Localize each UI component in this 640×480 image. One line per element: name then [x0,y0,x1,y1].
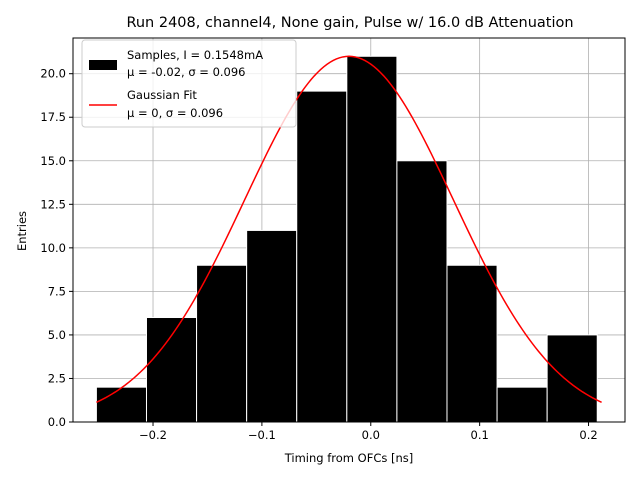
histogram-bar [95,386,147,423]
legend-fit-label-line1: Gaussian Fit [127,88,197,102]
histogram-bar [396,160,448,423]
histogram-bar [446,264,498,423]
x-axis-label: Timing from OFCs [ns] [284,451,414,465]
y-tick-label: 20.0 [40,67,66,81]
gaussian-fit-line [96,55,602,403]
chart-title: Run 2408, channel4, None gain, Pulse w/ … [126,15,573,31]
x-tick-label: 0.2 [579,428,597,442]
histogram-bar [246,229,298,423]
plot-frame [72,37,626,423]
y-tick-label: 5.0 [48,328,66,342]
histogram-bar [346,55,398,423]
y-axis-label: Entries [15,211,29,251]
x-tick-label: 0.1 [471,428,489,442]
histogram-bars [95,55,598,423]
y-tick-label: 10.0 [40,241,66,255]
histogram-bar [145,317,198,423]
y-tick-label: 7.5 [48,284,66,298]
legend-hist-label-line2: μ = -0.02, σ = 0.096 [127,65,246,79]
histogram-bar [296,90,348,423]
y-axis-ticks: 0.0 2.5 5.0 7.5 10.0 12.5 15.0 17.5 20.0 [40,67,73,429]
x-tick-label: 0.0 [362,428,380,442]
y-tick-label: 0.0 [48,415,66,429]
x-tick-label: −0.2 [139,428,167,442]
y-tick-label: 15.0 [40,154,66,168]
legend: Samples, I = 0.1548mA μ = -0.02, σ = 0.0… [81,39,297,128]
gaussian-fit-layer [96,55,602,403]
x-axis-ticks: −0.2 −0.1 0.0 0.1 0.2 [139,422,598,442]
legend-hist-swatch [89,60,117,70]
histogram-bar [196,264,248,423]
histogram-bar [496,386,548,423]
legend-fit-label-line2: μ = 0, σ = 0.096 [127,106,223,120]
x-tick-label: −0.1 [248,428,276,442]
y-tick-label: 17.5 [40,110,66,124]
legend-hist-label-line1: Samples, I = 0.1548mA [127,48,263,62]
y-tick-label: 12.5 [40,197,66,211]
histogram-bar [546,334,598,423]
legend-box [81,39,297,128]
y-tick-label: 2.5 [48,371,66,385]
